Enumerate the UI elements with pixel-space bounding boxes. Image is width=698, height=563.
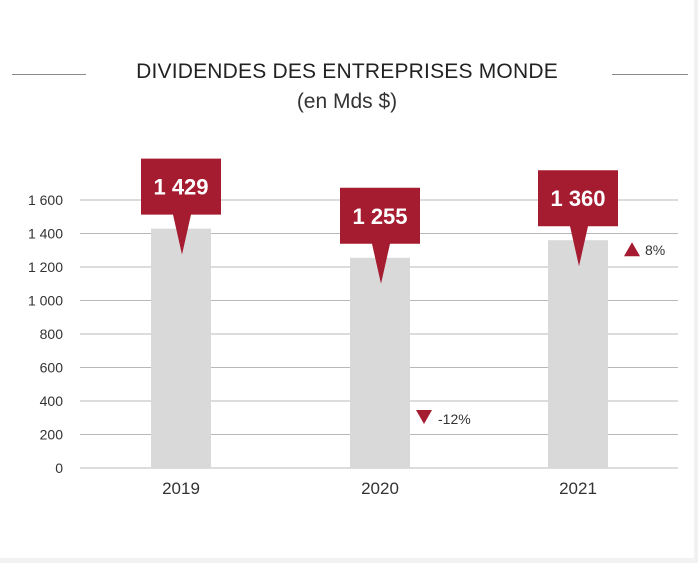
data-label: 1 255 [352, 204, 407, 229]
x-tick-label: 2021 [559, 479, 597, 498]
y-tick-label: 200 [40, 427, 64, 443]
title-rule-right [612, 74, 688, 75]
x-tick-label: 2019 [162, 479, 200, 498]
y-tick-label: 600 [40, 360, 64, 376]
bar [151, 228, 211, 468]
bar [350, 257, 410, 468]
data-label-callout: 1 429 [141, 158, 221, 255]
y-tick-label: 1 200 [28, 259, 63, 275]
down-triangle-icon [416, 410, 432, 424]
bar [548, 240, 608, 468]
data-label-callout: 1 255 [340, 187, 420, 284]
y-tick-label: 800 [40, 326, 64, 342]
y-tick-label: 1 600 [28, 192, 63, 208]
up-triangle-icon [624, 242, 640, 257]
x-tick-label: 2020 [361, 479, 399, 498]
y-tick-label: 1 400 [28, 226, 63, 242]
y-tick-label: 1 000 [28, 293, 63, 309]
y-tick-label: 400 [40, 393, 64, 409]
callout-box [141, 158, 221, 255]
data-label: 1 360 [550, 186, 605, 211]
chart-subtitle: (en Mds $) [296, 90, 398, 113]
change-label: -12% [438, 411, 471, 427]
chart-title: DIVIDENDES DES ENTREPRISES MONDE [136, 60, 558, 83]
data-label: 1 429 [153, 175, 208, 200]
y-tick-label: 0 [55, 460, 63, 476]
callout-box [538, 170, 618, 267]
title-rule-left [12, 74, 86, 75]
change-label: 8% [645, 242, 665, 258]
data-label-callout: 1 360 [538, 170, 618, 267]
callout-box [340, 187, 420, 284]
chart-header: DIVIDENDES DES ENTREPRISES MONDE (en Mds… [0, 60, 694, 114]
